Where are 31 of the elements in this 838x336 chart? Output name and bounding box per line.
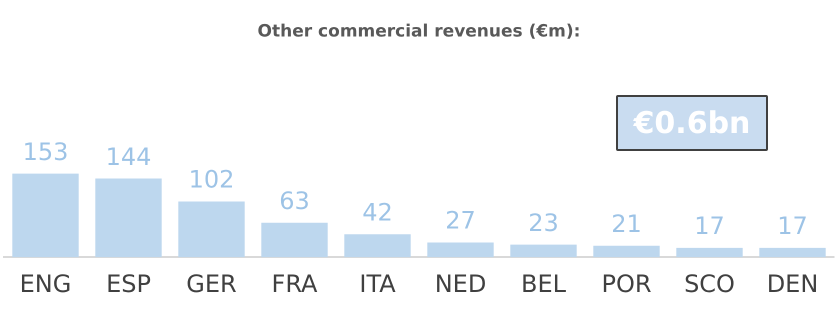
data-label: 42	[362, 198, 393, 226]
x-tick-label: ENG	[20, 270, 72, 298]
x-tick-label: DEN	[766, 270, 818, 298]
x-tick-label: SCO	[684, 270, 735, 298]
data-label: 102	[188, 166, 234, 194]
x-tick-label: FRA	[272, 270, 318, 298]
data-label: 17	[694, 212, 725, 240]
bar	[344, 234, 411, 258]
x-tick-label: POR	[601, 270, 652, 298]
bar	[12, 174, 79, 258]
data-label: 21	[611, 210, 642, 238]
bar	[510, 244, 577, 258]
bar	[676, 248, 743, 258]
bar	[261, 222, 328, 258]
x-tick-label: BEL	[521, 270, 567, 298]
bar	[759, 248, 826, 258]
x-tick-label: ESP	[106, 270, 151, 298]
data-label: 144	[106, 142, 152, 171]
data-label: 23	[528, 208, 559, 237]
bar	[593, 246, 660, 258]
x-tick-label: NED	[434, 270, 486, 298]
x-tick-label: ITA	[359, 270, 396, 298]
bar	[95, 178, 162, 258]
data-label: 63	[279, 187, 310, 216]
chart-title: Other commercial revenues (€m):	[258, 22, 580, 42]
bar	[178, 201, 245, 258]
data-label: 153	[22, 138, 68, 166]
bar	[427, 242, 494, 258]
data-label: 17	[777, 212, 808, 240]
x-tick-label: GER	[186, 270, 237, 298]
data-label: 27	[445, 206, 476, 235]
